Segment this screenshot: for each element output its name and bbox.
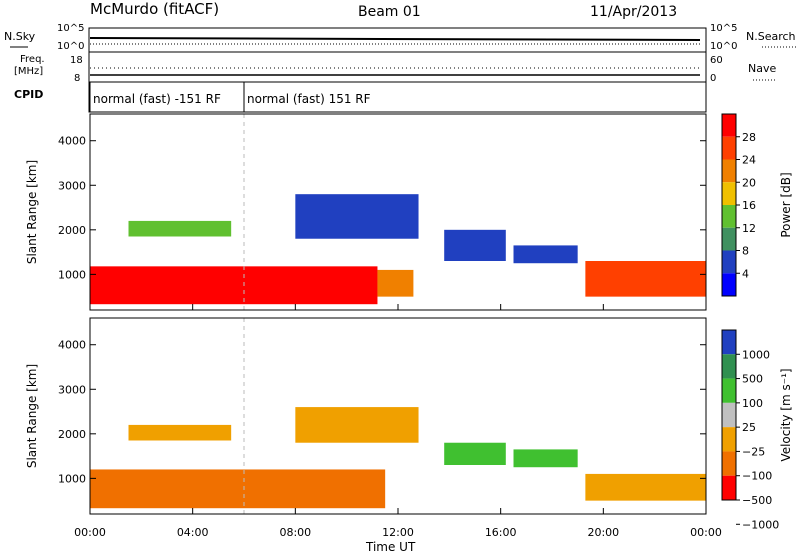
station-title: McMurdo (fitACF) (90, 0, 219, 18)
echo-region-0 (90, 266, 378, 305)
colorbar-swatch-4 (722, 427, 736, 452)
nsky-tick-top: 10^5 (57, 23, 84, 34)
power-colorbar-label: Power [dB] (779, 172, 793, 237)
cpid-segment-label-1: normal (fast) 151 RF (247, 92, 371, 106)
colorbar-swatch-5 (722, 227, 736, 251)
date-title: 11/Apr/2013 (590, 4, 677, 20)
velocity-colorbar: 1000 500 100 25 −25 −100 −500 −1000 (721, 329, 779, 531)
power-colorbar: 28 24 20 16 12 8 4 (721, 113, 756, 297)
y-tick-label-1: 2000 (58, 224, 86, 237)
colorbar-tick-label-3: 25 (742, 421, 756, 434)
y-tick-label-1: 2000 (58, 428, 86, 441)
colorbar-tick-label-0: 28 (742, 131, 756, 144)
freq-tick-bottom: 8 (74, 73, 80, 84)
echo-region-6 (295, 194, 419, 239)
power-panel: 1000 2000 3000 4000 (58, 113, 707, 311)
colorbar-tick-label-5: 8 (742, 245, 749, 258)
echo-region-0 (90, 469, 386, 509)
cpid-segment-label-0: normal (fast) -151 RF (93, 92, 221, 106)
x-axis-label: Time UT (365, 540, 416, 554)
x-tick-label-4: 16:00 (485, 526, 517, 539)
x-tick-label-5: 20:00 (587, 526, 619, 539)
freq-label: Freq. (20, 54, 45, 65)
colorbar-swatch-0 (722, 114, 736, 137)
colorbar-swatch-4 (722, 205, 736, 228)
beam-title: Beam 01 (358, 4, 421, 20)
colorbar-swatch-3 (722, 402, 736, 428)
colorbar-swatch-1 (722, 354, 736, 379)
velocity-ylabel: Slant Range [km] (25, 364, 39, 468)
y-tick-label-3: 4000 (58, 339, 86, 352)
colorbar-tick-label-7: −1000 (742, 518, 779, 531)
y-tick-label-0: 1000 (58, 472, 86, 485)
nsearch-label: N.Search (746, 30, 796, 43)
nave-tick-top: 60 (710, 55, 723, 66)
colorbar-swatch-0 (722, 330, 736, 355)
nsearch-tick-bottom: 10^0 (710, 41, 737, 52)
colorbar-tick-label-1: 24 (742, 154, 756, 167)
colorbar-swatch-2 (722, 159, 736, 183)
x-tick-label-0: 00:00 (74, 526, 106, 539)
cpid-label: CPID (14, 88, 43, 101)
echo-region-5 (295, 407, 419, 443)
velocity-colorbar-label: Velocity [m s⁻¹] (779, 368, 793, 461)
summary-frame (88, 27, 707, 113)
y-tick-label-2: 3000 (58, 179, 86, 192)
freq-tick-top: 18 (70, 55, 83, 66)
echo-region-3 (513, 245, 578, 264)
colorbar-swatch-1 (722, 136, 736, 160)
nsky-trace (89, 37, 701, 41)
colorbar-tick-label-4: 12 (742, 222, 756, 235)
x-tick-label-6: 00:00 (690, 526, 722, 539)
cpid-segments: normal (fast) -151 RF normal (fast) 151 R… (89, 82, 371, 112)
colorbar-swatch-5 (722, 451, 736, 476)
echo-region-3 (585, 473, 706, 501)
colorbar-swatch-7 (722, 273, 736, 296)
nsearch-tick-top: 10^5 (710, 23, 737, 34)
echo-region-4 (585, 261, 706, 297)
y-tick-label-0: 1000 (58, 268, 86, 281)
colorbar-tick-label-6: 4 (742, 267, 749, 280)
echo-region-1 (377, 269, 414, 297)
colorbar-tick-label-5: −100 (742, 470, 772, 483)
y-tick-label-2: 3000 (58, 383, 86, 396)
colorbar-swatch-2 (722, 378, 736, 403)
nave-tick-bottom: 0 (710, 73, 716, 84)
colorbar-tick-label-3: 16 (742, 199, 756, 212)
colorbar-swatch-6 (722, 475, 736, 500)
echo-region-1 (444, 442, 506, 465)
colorbar-tick-label-1: 500 (742, 373, 763, 386)
colorbar-tick-label-4: −25 (742, 445, 765, 458)
echo-region-5 (128, 220, 232, 237)
nave-label: Nave (748, 62, 776, 75)
echo-region-2 (513, 449, 578, 468)
echo-region-2 (444, 229, 506, 261)
colorbar-tick-label-2: 20 (742, 176, 756, 189)
colorbar-swatch-6 (722, 250, 736, 274)
echo-region-4 (128, 424, 232, 441)
colorbar-swatch-3 (722, 182, 736, 205)
freq-unit-label: [MHz] (14, 66, 43, 77)
nsky-tick-bottom: 10^0 (57, 41, 84, 52)
x-tick-label-1: 04:00 (177, 526, 209, 539)
colorbar-tick-label-6: −500 (742, 494, 772, 507)
colorbar-frame (721, 329, 737, 501)
nsky-label: N.Sky (4, 30, 36, 43)
power-ylabel: Slant Range [km] (25, 160, 39, 264)
colorbar-tick-label-0: 1000 (742, 348, 770, 361)
colorbar-tick-label-2: 100 (742, 397, 763, 410)
y-tick-label-3: 4000 (58, 135, 86, 148)
velocity-panel: 1000 2000 3000 4000 00:00 04:00 08:00 12:00 16:0… (58, 317, 722, 539)
x-tick-label-2: 08:00 (279, 526, 311, 539)
x-tick-label-3: 12:00 (382, 526, 414, 539)
